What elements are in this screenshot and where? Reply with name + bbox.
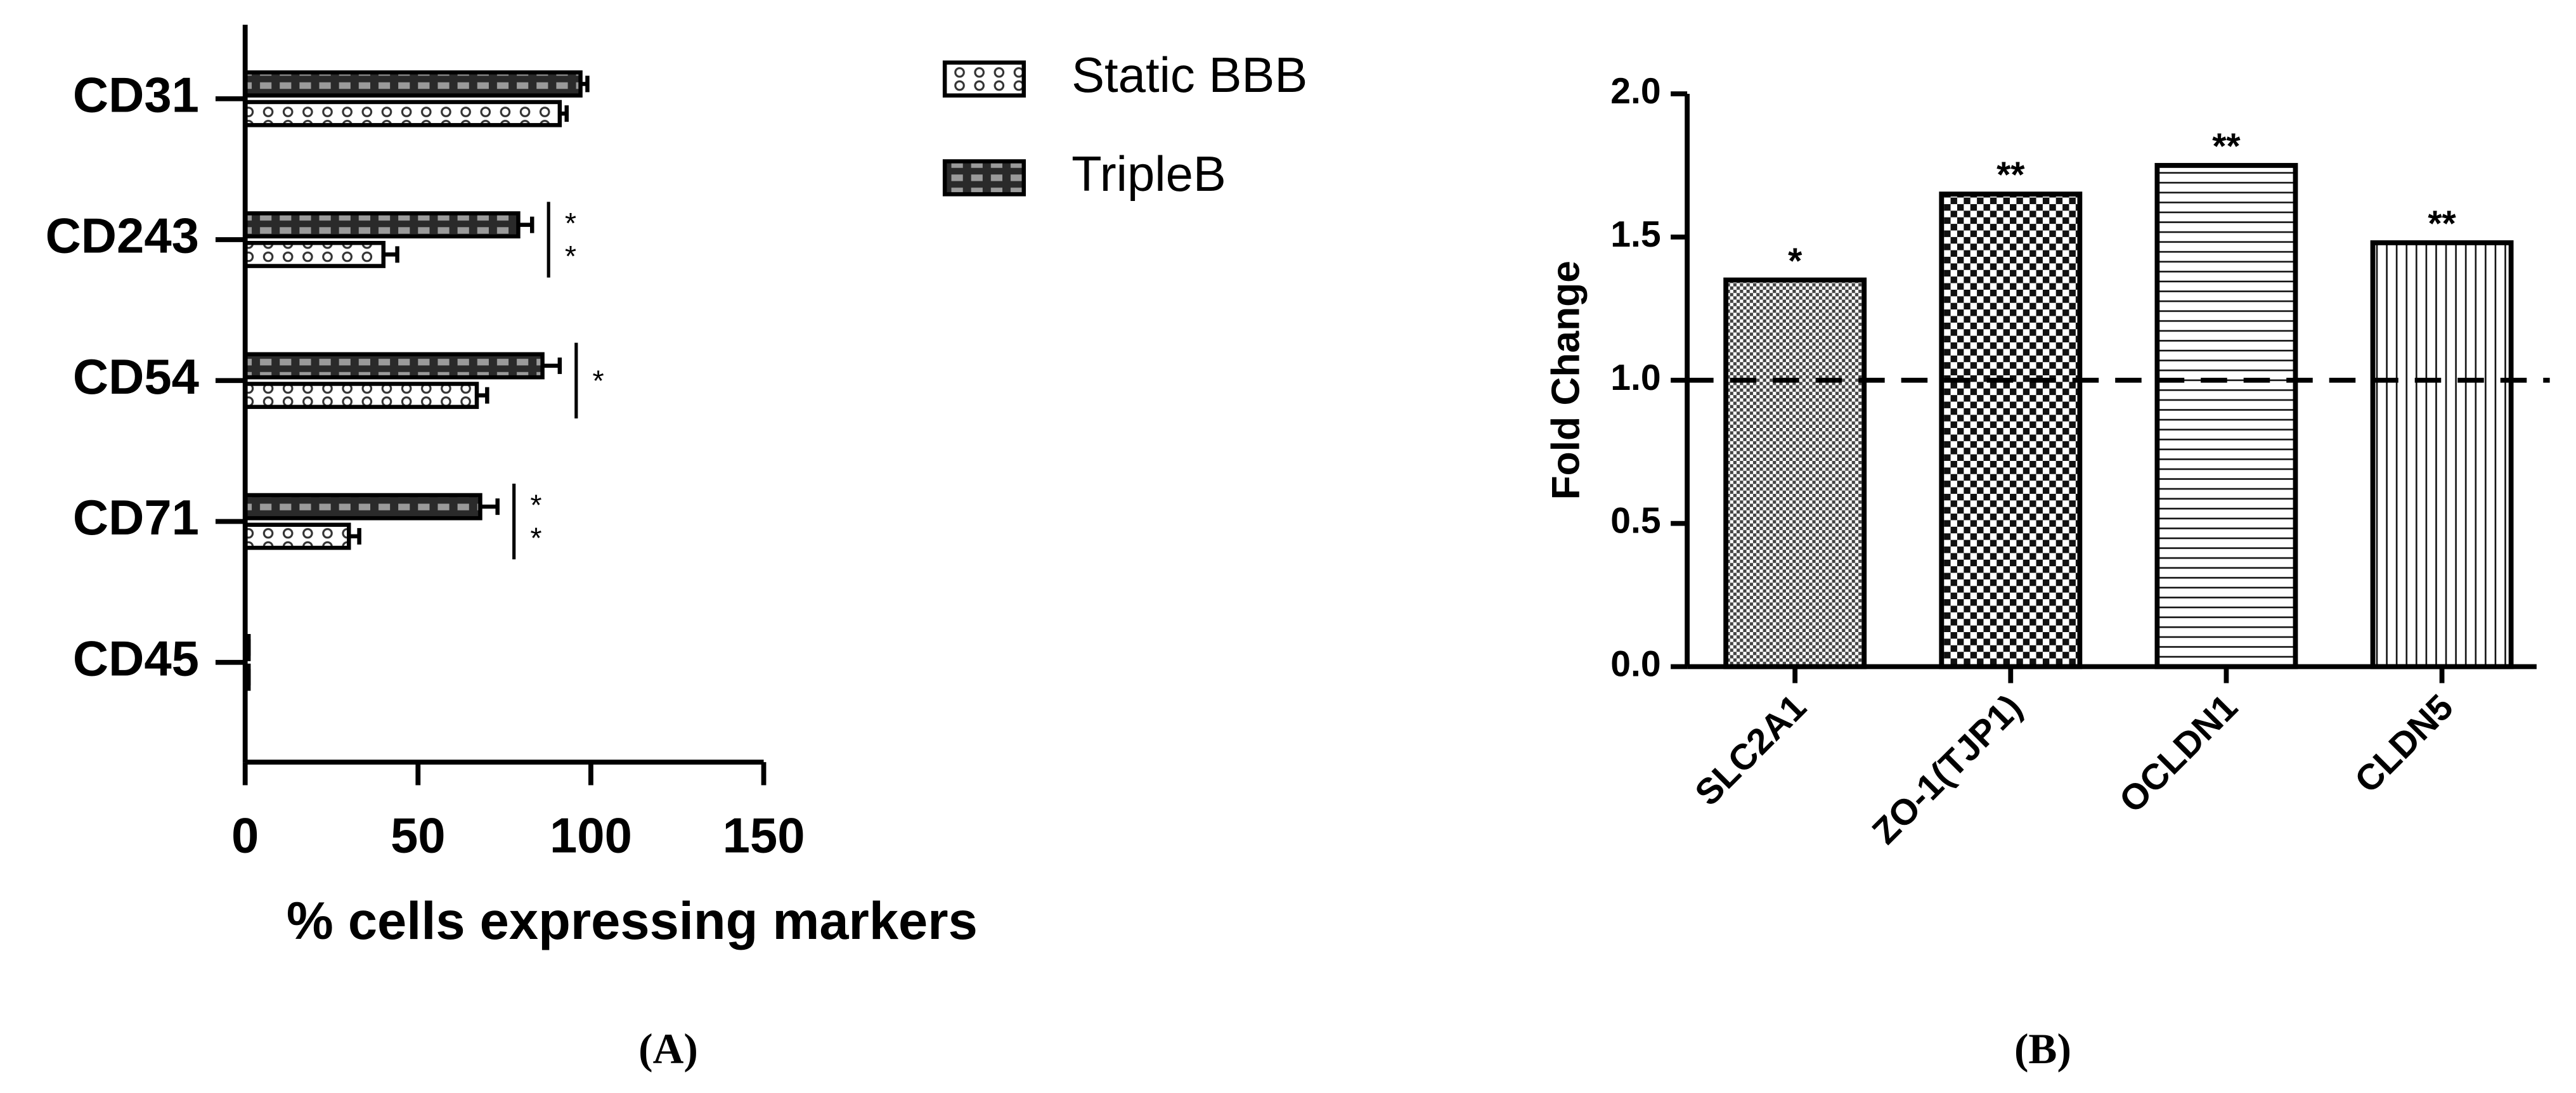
significance-label: * (582, 364, 615, 397)
x-tick-label: 50 (391, 808, 446, 863)
bar (2370, 240, 2514, 669)
bar (243, 522, 351, 550)
legend-swatch (942, 159, 1026, 197)
bar (243, 100, 562, 127)
x-tick-label: ZO-1(TJP1) (1865, 687, 2030, 852)
y-tick-label: 2.0 (1610, 71, 1660, 112)
x-tick-label: SLC2A1 (1687, 687, 1814, 813)
bar (243, 211, 521, 239)
bar (243, 382, 479, 410)
y-tick-label: 1.0 (1610, 358, 1660, 398)
x-tick-label: 150 (723, 808, 805, 863)
significance-label: ** (1997, 155, 2025, 195)
y-tick-label: CD31 (73, 67, 199, 122)
y-tick-label: CD243 (46, 208, 199, 264)
bar (1723, 277, 1867, 669)
legend-swatch (942, 60, 1026, 98)
bar (2154, 163, 2298, 669)
significance-label: ** (554, 207, 587, 273)
significance-label: ** (2212, 126, 2241, 167)
bar (243, 70, 583, 98)
bar (1939, 191, 2083, 669)
x-tick-label: 0 (231, 808, 259, 863)
caption: (B) (2014, 1025, 2071, 1073)
legend-label: TripleB (1071, 146, 1226, 202)
significance-label: ** (519, 489, 552, 555)
caption: (A) (638, 1025, 698, 1073)
x-tick-label: CLDN5 (2347, 687, 2461, 801)
significance-label: * (1788, 241, 1803, 281)
significance-label: ** (2428, 204, 2456, 244)
x-tick-label: OCLDN1 (2111, 687, 2245, 820)
bar (243, 493, 482, 521)
legend-label: Static BBB (1071, 47, 1307, 103)
y-tick-label: 0.5 (1610, 501, 1660, 541)
bar (243, 240, 386, 268)
y-tick-label: CD45 (73, 630, 199, 686)
x-axis-label: % cells expressing markers (287, 891, 978, 950)
x-tick-label: 100 (550, 808, 632, 863)
y-tick-label: CD71 (73, 489, 199, 545)
y-tick-label: CD54 (73, 349, 199, 404)
y-axis-label: Fold Change (1544, 261, 1588, 500)
y-tick-label: 0.0 (1610, 644, 1660, 685)
y-tick-label: 1.5 (1610, 214, 1660, 255)
bar (243, 352, 545, 380)
